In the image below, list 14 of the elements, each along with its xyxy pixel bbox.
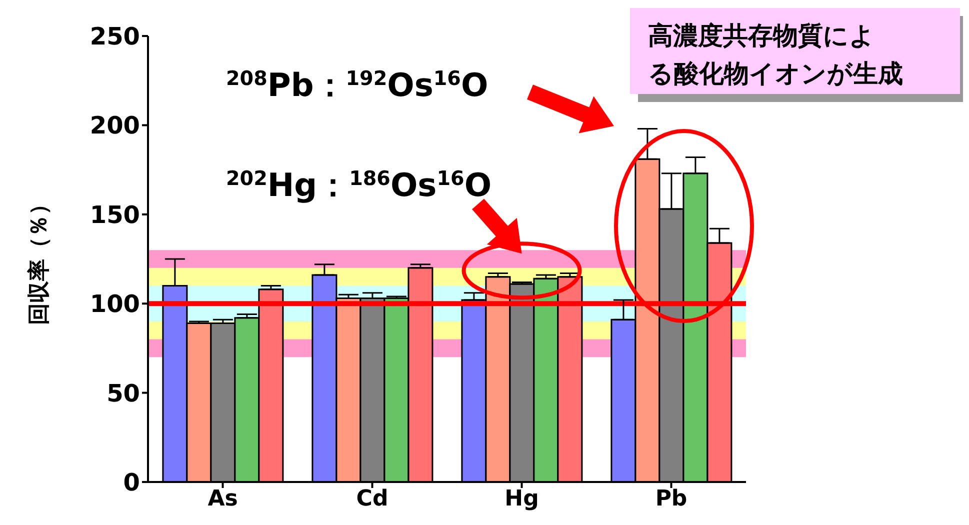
annotation: $^{202}$Hg：$^{186}$Os$^{16}$O (226, 166, 492, 204)
annotation: 高濃度共存物質による酸化物イオンが生成 (648, 21, 903, 88)
y-axis-title: 回収率（％） (26, 193, 52, 325)
y-tick-label: 0 (123, 468, 140, 497)
y-tick-label: 250 (90, 22, 140, 51)
annotation: $^{208}$Pb：$^{192}$Os$^{16}$O (226, 66, 488, 104)
x-tick-label: Pb (655, 486, 688, 512)
x-tick-label: Cd (356, 486, 388, 512)
x-tick-label: As (208, 486, 238, 512)
y-tick-label: 50 (106, 379, 140, 408)
y-tick-label: 100 (90, 290, 140, 318)
y-tick-label: 200 (90, 112, 140, 140)
x-tick-label: Hg (504, 486, 539, 512)
y-tick-label: 150 (90, 200, 140, 229)
